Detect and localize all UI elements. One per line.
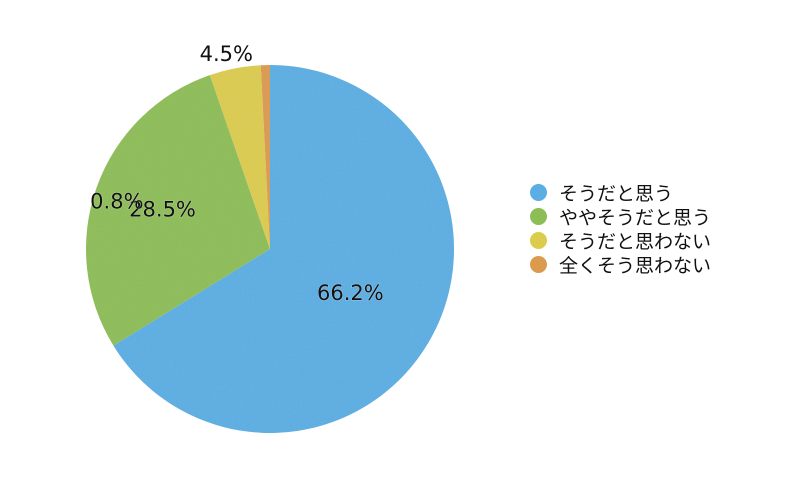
slice-data-label-3: 0.8%	[90, 189, 143, 213]
pie-labels: 66.2% 28.5% 4.5% 0.8%	[90, 42, 385, 306]
legend-item-sou-da-to-omowanai: そうだと思わない	[530, 228, 790, 253]
slice-data-label-2: 4.5%	[200, 42, 253, 66]
slice-data-label-1: 28.5%	[129, 198, 196, 222]
slice-data-label-0: 66.2%	[317, 281, 384, 305]
pie-slice-3	[260, 65, 270, 249]
legend-item-yaya-sou-da-to-omou: ややそうだと思う	[530, 204, 790, 229]
pie-slice-1	[85, 75, 270, 346]
legend-swatch	[530, 231, 547, 249]
legend-item-sou-da-to-omou: そうだと思う	[530, 180, 790, 205]
pie-slice-0	[113, 65, 454, 434]
pie-slice-2	[209, 65, 270, 250]
legend-label: 全くそう思わない	[559, 254, 712, 277]
legend-swatch	[530, 183, 547, 201]
legend-swatch	[530, 207, 547, 225]
legend-item-mattaku-sou-omowanai: 全くそう思わない	[530, 252, 790, 277]
legend-label: ややそうだと思う	[559, 206, 712, 229]
legend: そうだと思う ややそうだと思う そうだと思わない 全くそう思わない	[530, 180, 790, 277]
legend-swatch	[530, 255, 547, 273]
legend-label: そうだと思わない	[559, 230, 712, 253]
legend-label: そうだと思う	[559, 182, 674, 205]
pie-slices	[85, 65, 454, 434]
